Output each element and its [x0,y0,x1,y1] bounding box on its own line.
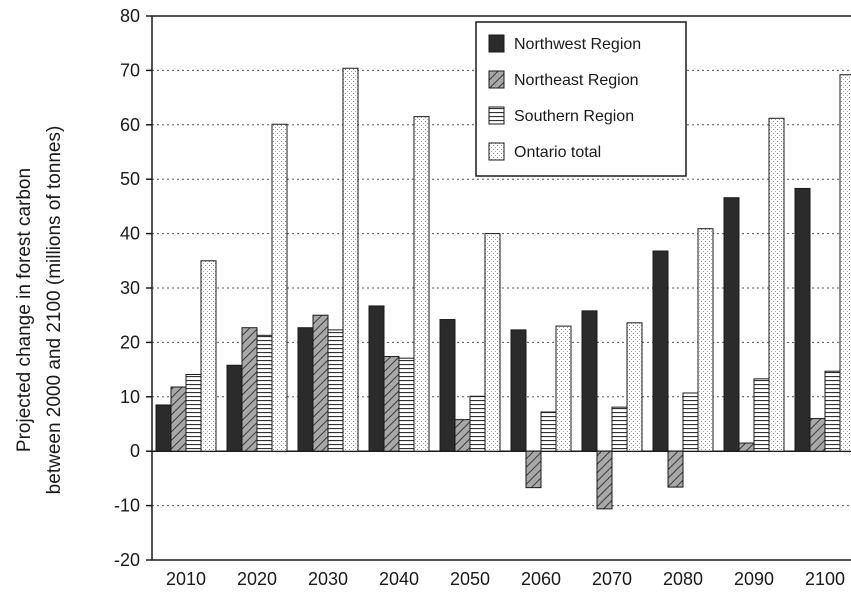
y-tick-label: 20 [120,332,140,352]
bar-southern-region-2040 [398,357,415,452]
bar-southern-region-2100 [824,370,841,452]
bar-northwest-region-2080 [652,250,669,452]
bar-ontario-total-2090 [768,117,785,452]
y-tick-label: 40 [120,224,140,244]
y-tick-label: 10 [120,387,140,407]
x-tick-label: 2100 [805,569,845,589]
axes [146,15,851,561]
bar-northeast-region-2100 [809,418,826,452]
bars [155,67,851,510]
legend-label: Southern Region [514,108,634,125]
y-tick-label: 60 [120,115,140,135]
bar-northwest-region-2060 [510,329,527,452]
bar-southern-region-2090 [753,378,770,452]
bar-northwest-region-2100 [794,187,811,452]
legend: Northwest Region Northeast Region Southern… [475,21,687,177]
bar-southern-region-2030 [327,329,344,452]
y-tick-label: -20 [114,550,140,570]
bar-southern-region-2010 [185,373,202,452]
y-axis-label: Projected change in forest carbon betwee… [14,126,65,495]
x-tick-label: 2040 [379,569,419,589]
bar-northeast-region-2090 [738,442,755,452]
bar-ontario-total-2050 [484,233,501,452]
bar-northeast-region-2010 [170,386,187,452]
bar-northwest-region-2040 [368,305,385,452]
bar-northeast-region-2070 [596,450,613,510]
x-tick-labels: 2010 2020 2030 2040 2050 2060 2070 2080 2090 2100 [166,569,845,589]
legend-label: Northeast Region [514,72,639,89]
legend-swatch-ontario-total [488,142,505,161]
y-tick-label: -10 [114,496,140,516]
x-tick-label: 2010 [166,569,206,589]
legend-label: Ontario total [514,144,601,161]
bar-northeast-region-2080 [667,450,684,488]
legend-box [475,21,687,177]
bar-ontario-total-2060 [555,325,572,452]
bar-northwest-region-2030 [297,327,314,452]
x-tick-label: 2090 [734,569,774,589]
bar-northeast-region-2060 [525,450,542,489]
bar-northeast-region-2050 [454,419,471,452]
bar-southern-region-2060 [540,411,557,452]
legend-swatch-southern-region [488,106,505,125]
y-axis-label-line2: between 2000 and 2100 (millions of tonne… [44,126,65,495]
y-tick-labels: -20 -10 0 10 20 30 40 50 60 70 80 [114,6,140,570]
bar-ontario-total-2040 [413,116,430,452]
bar-southern-region-2080 [682,392,699,452]
x-tick-label: 2070 [592,569,632,589]
bar-northwest-region-2010 [155,404,172,452]
y-tick-label: 80 [120,6,140,26]
legend-label: Northwest Region [514,36,641,53]
bar-ontario-total-2080 [697,228,714,452]
bar-northwest-region-2070 [581,310,598,452]
legend-swatch-northeast-region [488,70,505,89]
y-axis-label-line1: Projected change in forest carbon [14,168,35,452]
bar-northwest-region-2090 [723,197,740,452]
bar-ontario-total-2070 [626,322,643,452]
bar-northeast-region-2030 [312,314,329,452]
bar-ontario-total-2030 [342,67,359,452]
bar-northeast-region-2040 [383,356,400,452]
x-tick-label: 2030 [308,569,348,589]
bar-southern-region-2050 [469,395,486,452]
y-tick-label: 30 [120,278,140,298]
y-tick-label: 70 [120,60,140,80]
bar-ontario-total-2020 [271,123,288,452]
x-tick-label: 2080 [663,569,703,589]
bar-ontario-total-2100 [839,74,851,452]
y-tick-label: 0 [130,441,140,461]
y-tick-label: 50 [120,169,140,189]
bar-northwest-region-2050 [439,319,456,452]
bar-southern-region-2020 [256,334,273,452]
x-tick-label: 2050 [450,569,490,589]
x-tick-label: 2060 [521,569,561,589]
x-tick-label: 2020 [237,569,277,589]
bar-southern-region-2070 [611,406,628,452]
bar-northwest-region-2020 [226,364,243,452]
legend-swatch-northwest-region [488,34,505,53]
bar-northeast-region-2020 [241,327,258,452]
bar-ontario-total-2010 [200,260,217,452]
